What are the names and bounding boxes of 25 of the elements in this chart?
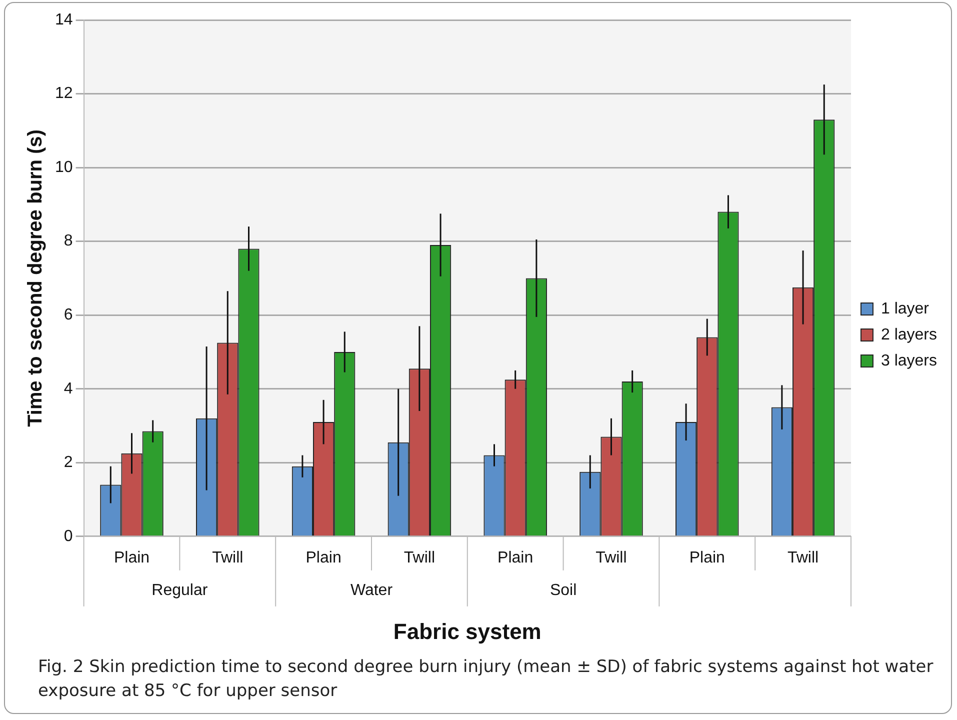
legend-label: 3 layers <box>880 352 938 370</box>
x-tick-label: Twill <box>787 549 819 566</box>
text: Water <box>350 582 394 599</box>
x-tick-label: Twill <box>404 549 435 566</box>
legend-label: 1 layer <box>880 300 930 318</box>
text: Regular <box>152 582 208 599</box>
y-tick-label: 2 <box>64 454 73 472</box>
y-tick-label: 0 <box>64 528 73 545</box>
x-tick-label: Twill <box>212 549 244 566</box>
y-axis-title: Time to second degree burn (s) <box>24 129 47 427</box>
x-tick-label: Plain <box>689 549 725 566</box>
caption: Fig. 2 Skin prediction time to second degree burn injury (mean ± SD) of fabric systems against hot water exposure at 85 °C for upper sensor <box>38 656 934 703</box>
legend-label: 2 layers <box>880 326 938 344</box>
y-tick-label: 12 <box>55 85 73 102</box>
x-tick-label: Plain <box>498 549 534 566</box>
y-tick-label: 14 <box>55 11 73 28</box>
y-tick-label: 6 <box>64 306 73 324</box>
x-tick-label: Plain <box>306 549 342 566</box>
y-tick-label: 4 <box>64 380 73 398</box>
text: Soil <box>550 582 577 599</box>
y-tick-label: 10 <box>55 158 73 176</box>
y-tick-label: 8 <box>64 232 73 250</box>
x-axis-title: Fabric system <box>393 618 542 644</box>
x-tick-label: Twill <box>596 549 627 566</box>
x-tick-label: Plain <box>114 549 150 566</box>
